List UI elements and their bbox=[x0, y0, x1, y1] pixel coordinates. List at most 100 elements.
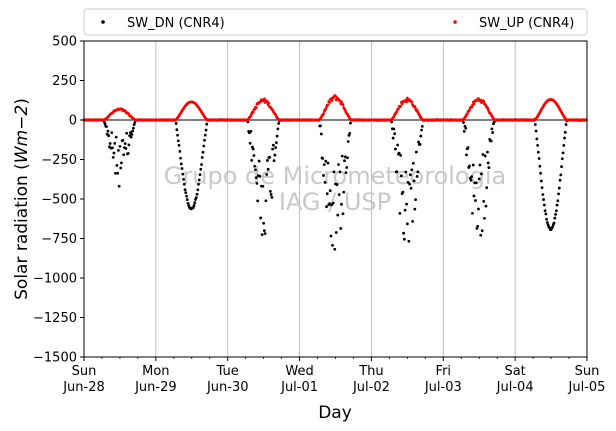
y-axis: 500 250 0 −250 −500 −750 −1000 −1250 −1500 bbox=[33, 35, 84, 366]
sw-dn-point bbox=[349, 121, 352, 125]
sw-dn-point bbox=[542, 203, 546, 207]
sw-dn-point bbox=[198, 173, 202, 176]
sw-dn-point bbox=[538, 164, 542, 168]
sw-dn-point bbox=[201, 150, 205, 154]
y-tick-label: −500 bbox=[41, 193, 77, 208]
sw-dn-point bbox=[182, 182, 186, 186]
sw-dn-point bbox=[471, 163, 475, 167]
sw-dn-point bbox=[196, 188, 200, 192]
sw-dn-point bbox=[487, 166, 491, 170]
sw-dn-point bbox=[402, 231, 406, 235]
sw-dn-point bbox=[124, 147, 128, 150]
sw-dn-point bbox=[181, 172, 185, 176]
sw-dn-point bbox=[321, 157, 325, 160]
watermark-line-1: Grupo de Micrometeorologia bbox=[164, 162, 506, 190]
legend-label-sw-up: SW_UP (CNR4) bbox=[479, 16, 574, 31]
sw-dn-point bbox=[261, 184, 265, 188]
sw-dn-point bbox=[271, 143, 275, 147]
sw-dn-point bbox=[195, 192, 199, 196]
sw-dn-point bbox=[176, 139, 180, 143]
sw-dn-point bbox=[177, 143, 181, 147]
sw-dn-point bbox=[546, 223, 550, 227]
sw-dn-point bbox=[415, 175, 419, 178]
y-tick-label: 500 bbox=[52, 35, 77, 50]
sw-dn-point bbox=[340, 154, 344, 158]
sw-dn-point bbox=[130, 132, 134, 136]
x-tick-label-day: Mon bbox=[142, 364, 169, 379]
sw-dn-point bbox=[399, 154, 403, 157]
sw-up-point bbox=[400, 102, 404, 106]
sw-dn-point bbox=[183, 188, 187, 192]
y-tick-label: 250 bbox=[52, 74, 77, 89]
sw-up-point bbox=[410, 100, 414, 104]
y-tick-label: −750 bbox=[41, 232, 77, 247]
sw-dn-point bbox=[253, 164, 257, 168]
x-tick-label-day: Fri bbox=[436, 364, 452, 379]
sw-dn-point bbox=[197, 182, 200, 186]
sw-dn-point bbox=[325, 192, 329, 196]
sw-dn-point bbox=[334, 231, 338, 234]
sw-dn-point bbox=[557, 192, 560, 196]
sw-dn-point bbox=[174, 122, 178, 125]
sw-dn-point bbox=[409, 186, 413, 190]
sw-dn-point bbox=[319, 132, 323, 136]
watermark-line-2: IAG / USP bbox=[279, 188, 391, 216]
x-axis: SunJun-28MonJun-29TueJun-30WedJul-01ThuJ… bbox=[62, 357, 605, 395]
sw-dn-point bbox=[420, 128, 423, 132]
sw-dn-point bbox=[258, 174, 262, 178]
sw-dn-point bbox=[562, 143, 566, 147]
sw-dn-point bbox=[329, 234, 333, 238]
sw-dn-point bbox=[462, 121, 465, 124]
sw-dn-point bbox=[348, 131, 352, 135]
sw-dn-point bbox=[250, 158, 254, 162]
sw-up-point bbox=[326, 103, 330, 107]
sw-dn-point bbox=[543, 209, 547, 213]
sw-dn-point bbox=[545, 217, 548, 221]
sw-dn-point bbox=[396, 143, 400, 147]
sw-dn-point bbox=[274, 146, 278, 149]
sw-dn-point bbox=[322, 174, 325, 177]
sw-up-point bbox=[405, 100, 409, 104]
sw-dn-point bbox=[477, 177, 481, 181]
sw-dn-point bbox=[479, 233, 483, 237]
sw-dn-point bbox=[249, 129, 253, 133]
sw-dn-point bbox=[466, 146, 470, 150]
sw-dn-point bbox=[108, 142, 112, 145]
sw-dn-point bbox=[411, 219, 414, 223]
sw-dn-point bbox=[560, 165, 563, 169]
sw-dn-point bbox=[544, 212, 548, 216]
sw-dn-point bbox=[399, 174, 403, 178]
sw-dn-point bbox=[328, 189, 332, 193]
sw-dn-point bbox=[476, 224, 480, 228]
sw-dn-point bbox=[184, 191, 188, 195]
sw-dn-point bbox=[343, 159, 346, 163]
sw-dn-point bbox=[179, 162, 183, 166]
sw-dn-point bbox=[416, 170, 420, 174]
sw-dn-point bbox=[393, 147, 397, 151]
sw-dn-point bbox=[398, 212, 402, 215]
sw-dn-point bbox=[262, 221, 266, 225]
sw-dn-point bbox=[119, 166, 123, 170]
sw-dn-point bbox=[471, 211, 474, 215]
sw-dn-point bbox=[319, 124, 322, 128]
legend: SW_DN (CNR4) SW_UP (CNR4) bbox=[83, 8, 588, 36]
sw-dn-point bbox=[332, 170, 336, 174]
sw-dn-point bbox=[413, 207, 417, 211]
sw-dn-point bbox=[340, 202, 343, 206]
sw-dn-point bbox=[131, 129, 135, 133]
sw-dn-point bbox=[112, 151, 116, 155]
sw-dn-point bbox=[178, 149, 182, 153]
sw-dn-point bbox=[117, 184, 121, 188]
sw-dn-point bbox=[395, 170, 399, 174]
sw-dn-point bbox=[408, 182, 411, 186]
sw-dn-point bbox=[480, 172, 483, 176]
sw-dn-point bbox=[414, 150, 418, 154]
sw-dn-point bbox=[270, 196, 274, 199]
sw-up-point bbox=[413, 104, 417, 108]
legend-marker-sw-dn bbox=[101, 20, 105, 24]
sw-dn-point bbox=[182, 178, 185, 181]
sw-dn-point bbox=[470, 175, 474, 179]
sw-dn-point bbox=[419, 134, 423, 138]
sw-dn-point bbox=[116, 171, 120, 175]
sw-dn-point bbox=[420, 124, 424, 128]
